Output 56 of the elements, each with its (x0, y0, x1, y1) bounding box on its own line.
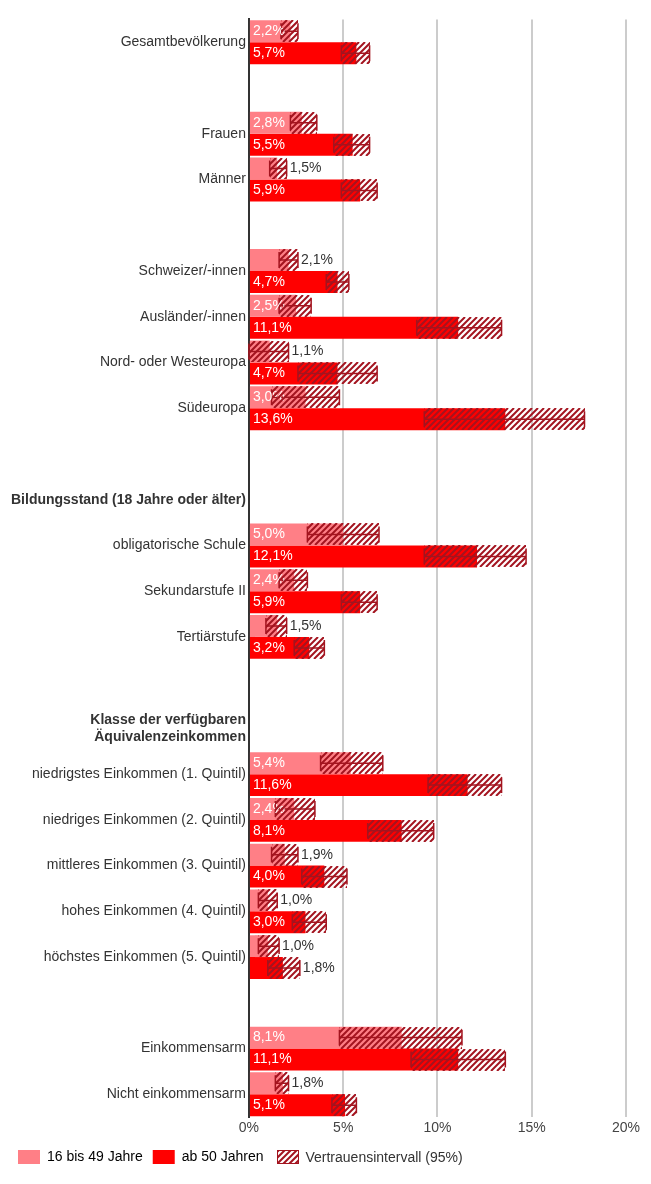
data-label: 5,9% (252, 181, 285, 198)
y-tick-label: Südeuropa (177, 399, 247, 416)
y-tick-label: obligatorische Schule (112, 536, 247, 553)
data-label: 5,9% (252, 593, 285, 610)
y-tick-label: Nord- oder Westeuropa (99, 353, 247, 370)
data-label: 4,0% (252, 867, 285, 884)
y-tick-label: Bildungsstand (18 Jahre oder älter) (10, 490, 246, 507)
y-tick-label: Schweizer/-innen (138, 261, 246, 278)
y-tick-label: hohes Einkommen (4. Quintil) (61, 902, 246, 919)
data-label: 1,8% (302, 958, 335, 975)
data-label: 5,7% (252, 44, 285, 61)
y-tick-label: mittleres Einkommen (3. Quintil) (46, 856, 246, 873)
data-label: 1,0% (280, 891, 313, 908)
data-label: 3,2% (252, 638, 285, 655)
data-label: 1,9% (300, 845, 333, 862)
y-tick-label: Sekundarstufe II (143, 582, 246, 599)
y-tick-label: niedriges Einkommen (2. Quintil) (42, 810, 246, 827)
data-label: 2,1% (300, 250, 333, 267)
data-label: 1,0% (282, 936, 315, 953)
data-label: 1,8% (291, 1074, 324, 1091)
data-label: 4,7% (252, 272, 285, 289)
y-tick-label: Einkommensarm (140, 1039, 246, 1056)
x-tick-label: 20% (611, 1119, 641, 1136)
data-label: 1,5% (289, 616, 322, 633)
data-label: 4,7% (252, 364, 285, 381)
data-label: 2,8% (252, 113, 285, 130)
y-tick-label: Nicht einkommensarm (106, 1085, 246, 1102)
data-label: 5,4% (252, 754, 285, 771)
x-tick-label: 5% (333, 1119, 354, 1136)
x-tick-label: 10% (423, 1119, 452, 1136)
legend-label: 16 bis 49 Jahre (47, 1147, 143, 1164)
data-label: 8,1% (252, 1028, 285, 1045)
data-label: 12,1% (252, 547, 293, 564)
x-tick-label: 0% (238, 1119, 260, 1136)
data-label: 11,6% (252, 775, 292, 792)
data-label: 5,5% (252, 135, 285, 152)
data-label: 8,1% (252, 821, 285, 838)
data-label: 1,5% (289, 159, 322, 176)
data-label: 11,1% (252, 318, 292, 335)
data-label: 5,1% (252, 1096, 285, 1113)
y-tick-label: niedrigstes Einkommen (1. Quintil) (31, 765, 246, 781)
legend-label: ab 50 Jahren (181, 1147, 264, 1164)
y-tick-label: Gesamtbevölkerung (120, 33, 246, 50)
y-tick-label: Klasse der verfügbaren Äquivalenzeinkommen (90, 710, 246, 744)
y-tick-label: Tertiärstufe (176, 627, 247, 644)
y-tick-label: Frauen (201, 124, 246, 141)
data-label: 1,1% (291, 342, 324, 359)
data-label: 3,0% (252, 913, 285, 930)
data-label: 11,1% (252, 1050, 292, 1067)
y-tick-label: Ausländer/-innen (140, 307, 246, 324)
data-label: 13,6% (252, 410, 293, 427)
text: Vertrauensintervall (95%) (305, 1149, 463, 1165)
x-tick-label: 15% (517, 1119, 546, 1136)
data-label: 5,0% (252, 525, 285, 542)
y-tick-label: Männer (198, 170, 247, 187)
y-tick-label: höchstes Einkommen (5. Quintil) (43, 947, 246, 964)
